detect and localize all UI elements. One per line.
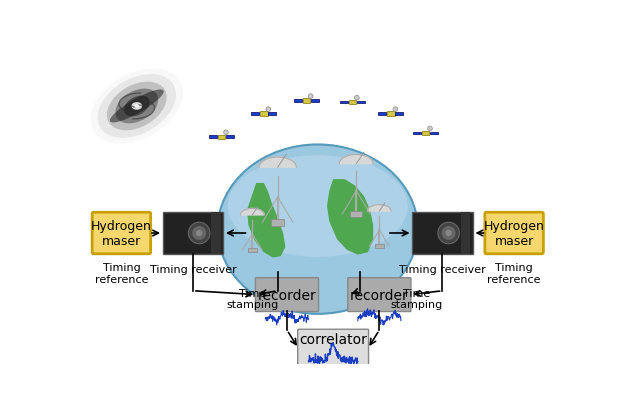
- Bar: [378, 113, 386, 116]
- Ellipse shape: [97, 75, 176, 139]
- Ellipse shape: [110, 90, 164, 123]
- Bar: [311, 100, 319, 103]
- Text: Timing receiver: Timing receiver: [149, 264, 236, 274]
- Bar: [413, 132, 421, 135]
- Text: Hydrogen
maser: Hydrogen maser: [484, 220, 544, 247]
- FancyBboxPatch shape: [255, 278, 319, 312]
- Circle shape: [196, 230, 202, 236]
- FancyBboxPatch shape: [298, 329, 368, 368]
- Circle shape: [428, 127, 432, 131]
- Ellipse shape: [107, 82, 167, 131]
- Circle shape: [393, 108, 397, 112]
- Bar: [294, 100, 302, 103]
- Circle shape: [355, 96, 359, 101]
- Ellipse shape: [131, 103, 142, 110]
- Bar: [248, 248, 257, 252]
- Bar: [303, 99, 310, 103]
- Polygon shape: [368, 205, 391, 211]
- Bar: [163, 212, 223, 254]
- Bar: [251, 113, 259, 116]
- Bar: [268, 113, 277, 116]
- Polygon shape: [259, 157, 296, 168]
- Ellipse shape: [115, 89, 158, 124]
- Polygon shape: [241, 209, 264, 216]
- Ellipse shape: [91, 69, 183, 144]
- Ellipse shape: [218, 145, 418, 314]
- Circle shape: [438, 222, 459, 244]
- Bar: [388, 112, 394, 117]
- Ellipse shape: [228, 156, 408, 257]
- Text: recorder: recorder: [350, 288, 409, 302]
- Ellipse shape: [124, 96, 149, 117]
- Circle shape: [308, 94, 313, 99]
- Bar: [271, 219, 285, 226]
- Circle shape: [266, 108, 270, 112]
- FancyBboxPatch shape: [348, 278, 411, 312]
- Text: Timing receiver: Timing receiver: [399, 264, 486, 274]
- Circle shape: [446, 230, 452, 236]
- Polygon shape: [247, 184, 285, 258]
- Text: Time
stamping: Time stamping: [226, 288, 278, 310]
- Bar: [430, 132, 438, 135]
- Text: recorder: recorder: [257, 288, 316, 302]
- Circle shape: [441, 227, 456, 240]
- Text: Timing
reference: Timing reference: [95, 263, 148, 284]
- Bar: [211, 212, 221, 254]
- Bar: [209, 136, 217, 139]
- Polygon shape: [339, 155, 373, 164]
- Circle shape: [188, 222, 210, 244]
- Bar: [340, 101, 348, 104]
- Bar: [357, 101, 365, 104]
- Bar: [350, 211, 363, 217]
- Bar: [226, 136, 234, 139]
- Bar: [412, 212, 472, 254]
- Text: Hydrogen
maser: Hydrogen maser: [91, 220, 152, 247]
- Bar: [422, 131, 429, 136]
- Bar: [348, 101, 356, 105]
- FancyBboxPatch shape: [92, 213, 151, 254]
- FancyBboxPatch shape: [485, 213, 543, 254]
- Bar: [260, 112, 268, 117]
- Circle shape: [192, 227, 206, 240]
- Text: Time
stamping: Time stamping: [390, 288, 443, 310]
- Bar: [461, 212, 470, 254]
- Polygon shape: [327, 180, 373, 255]
- Circle shape: [224, 130, 228, 135]
- Ellipse shape: [135, 105, 139, 108]
- Bar: [396, 113, 404, 116]
- Bar: [375, 244, 384, 249]
- Text: Timing
reference: Timing reference: [487, 263, 541, 284]
- Text: correlator: correlator: [299, 333, 367, 346]
- Bar: [218, 135, 225, 139]
